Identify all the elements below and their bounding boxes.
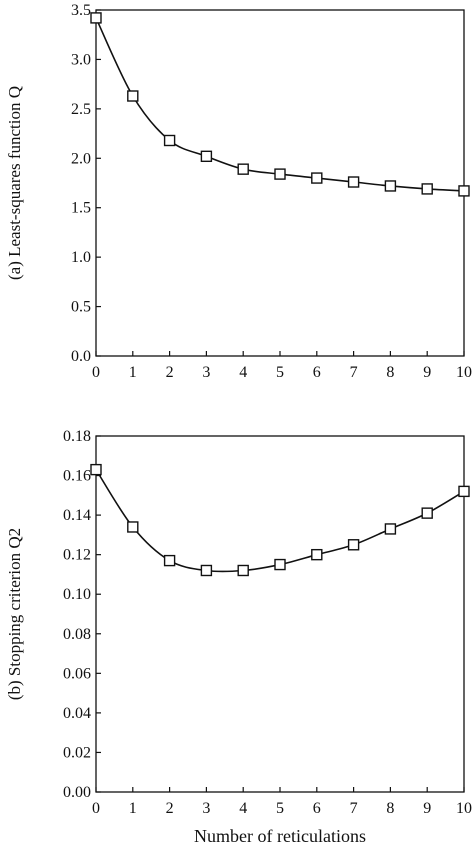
- data-point-marker: [274, 168, 286, 180]
- y-tick-label: 1.5: [71, 200, 91, 217]
- y-axis-label: (a) Least-squares function Q: [5, 86, 24, 280]
- x-tick-label: 10: [456, 800, 472, 817]
- x-tick-label: 4: [239, 800, 247, 817]
- x-tick-label: 5: [276, 364, 284, 381]
- y-tick-label: 0.08: [63, 626, 91, 643]
- y-tick-label: 0.12: [63, 547, 91, 564]
- x-tick-label: 3: [202, 800, 210, 817]
- y-tick-label: 0.0: [71, 348, 91, 365]
- y-tick-label: 3.0: [71, 51, 91, 68]
- series-line: [95, 469, 465, 573]
- data-point-marker: [347, 176, 360, 188]
- data-point-marker: [90, 463, 102, 476]
- data-point-marker: [163, 554, 176, 567]
- data-point-marker: [421, 183, 433, 195]
- chart-panel-a: 0.0 0.5 1.0 1.5 2.0 2.5 3.0 3.5 0 1 2 3 4 5 6 7 8 9 10 (a) …: [5, 2, 472, 381]
- y-tick-label: 0.10: [63, 586, 91, 603]
- data-point-marker: [200, 564, 213, 577]
- data-point-marker: [421, 507, 433, 519]
- x-tick-label: 3: [202, 364, 210, 381]
- y-tick-label: 0.18: [63, 428, 91, 445]
- x-tick-label: 6: [313, 800, 321, 817]
- data-point-marker: [274, 558, 286, 571]
- data-point-marker: [90, 12, 102, 24]
- x-tick-label: 4: [239, 364, 247, 381]
- x-tick-label: 10: [456, 364, 472, 381]
- y-tick-label: 0.06: [63, 665, 91, 682]
- x-tick-label: 9: [423, 364, 431, 381]
- data-point-marker: [200, 150, 213, 163]
- x-tick-label: 0: [92, 800, 100, 817]
- y-tick-label: 0.14: [63, 507, 91, 524]
- x-tick-label: 9: [423, 800, 431, 817]
- y-tick-label: 1.0: [71, 249, 91, 266]
- x-tick-label: 8: [386, 800, 394, 817]
- y-tick-label: 0.00: [63, 784, 91, 801]
- data-point-marker: [237, 564, 249, 577]
- y-tick-label: 0.16: [63, 468, 91, 485]
- y-tick-label: 0.5: [71, 299, 91, 316]
- x-tick-label: 1: [129, 364, 137, 381]
- data-point-marker: [127, 90, 139, 102]
- y-tick-label: 2.0: [71, 150, 91, 167]
- chart-panel-b: 0.00 0.02 0.04 0.06 0.08 0.10 0.12 0.14 0.16 0.18…: [5, 428, 472, 846]
- data-point-marker: [311, 548, 323, 561]
- data-point-marker: [384, 523, 397, 535]
- data-point-marker: [384, 180, 397, 192]
- x-tick-label: 5: [276, 800, 284, 817]
- x-tick-label: 1: [129, 800, 137, 817]
- x-tick-label: 0: [92, 364, 100, 381]
- y-tick-label: 3.5: [71, 2, 91, 19]
- y-axis-label: (b) Stopping criterion Q2: [5, 528, 24, 700]
- x-tick-label: 7: [350, 364, 358, 381]
- y-tick-label: 0.04: [63, 705, 91, 722]
- data-point-marker: [458, 485, 470, 498]
- data-point-marker: [311, 172, 323, 184]
- data-point-marker: [127, 521, 139, 533]
- data-point-marker: [163, 134, 176, 147]
- x-tick-label: 8: [386, 364, 394, 381]
- plot-frame: [95, 9, 465, 357]
- y-tick-label: 0.02: [63, 744, 91, 761]
- x-tick-label: 2: [166, 364, 174, 381]
- x-tick-label: 7: [350, 800, 358, 817]
- data-point-marker: [237, 163, 249, 175]
- data-point-marker: [347, 539, 360, 551]
- x-tick-label: 6: [313, 364, 321, 381]
- data-point-marker: [458, 185, 470, 197]
- x-tick-label: 2: [166, 800, 174, 817]
- plot-frame: [95, 435, 465, 793]
- x-axis-label: Number of reticulations: [194, 826, 366, 846]
- y-tick-label: 2.5: [71, 101, 91, 118]
- series-line: [95, 17, 465, 192]
